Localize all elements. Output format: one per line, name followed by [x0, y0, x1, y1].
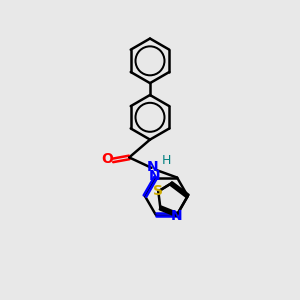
Text: O: O [101, 152, 113, 166]
Text: S: S [153, 184, 163, 198]
Text: H: H [162, 154, 171, 167]
Text: N: N [171, 209, 183, 223]
Text: N: N [148, 169, 160, 183]
Text: N: N [147, 160, 159, 174]
